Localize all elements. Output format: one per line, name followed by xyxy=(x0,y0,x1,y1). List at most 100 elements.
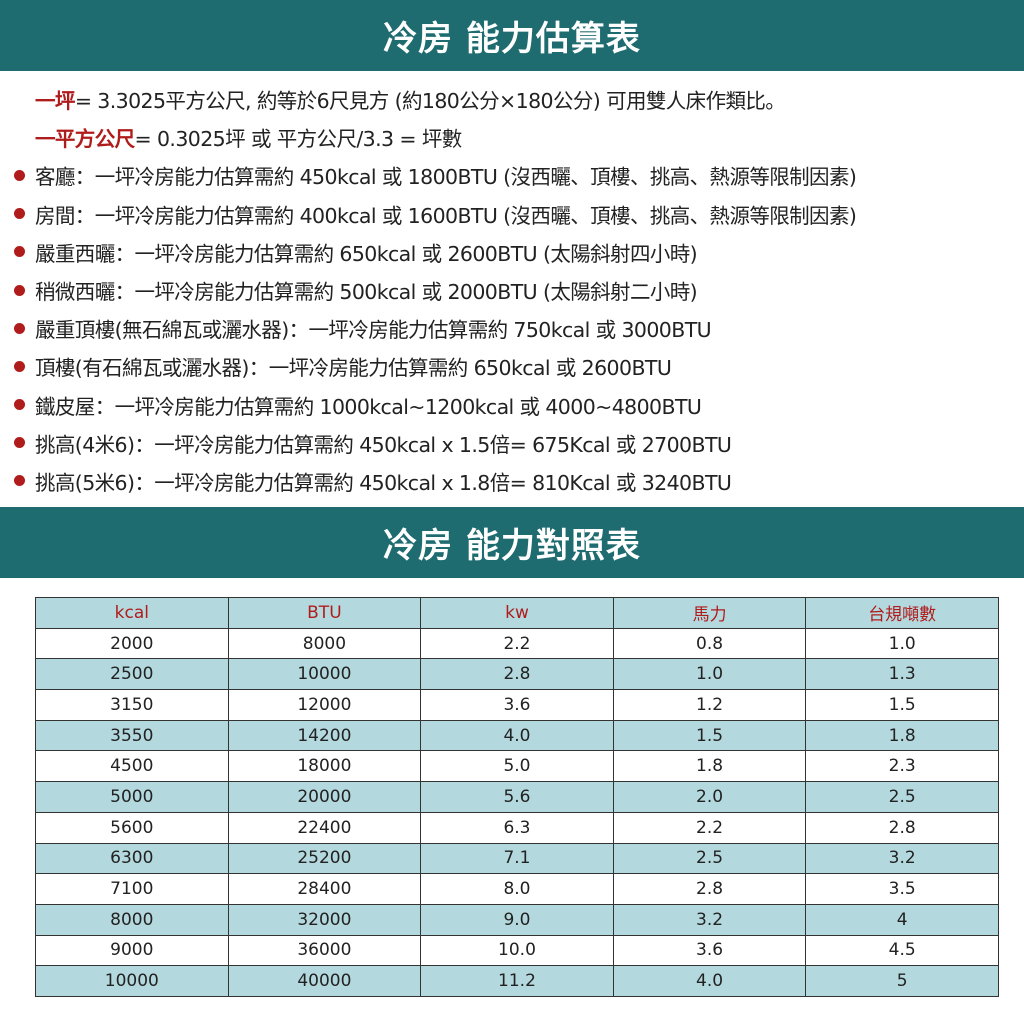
table-cell: 2500 xyxy=(35,658,229,691)
bullet-dot-icon xyxy=(14,284,25,296)
table-row: 4500 18000 5.0 1.8 2.3 xyxy=(35,750,999,783)
table-cell: 2.2 xyxy=(612,811,807,844)
table-cell: 2.3 xyxy=(805,750,999,783)
table-cell: 25200 xyxy=(227,842,422,875)
table-cell: 8000 xyxy=(35,903,229,936)
table-cell: 9000 xyxy=(35,934,229,967)
bullet-dot-icon xyxy=(14,208,25,220)
table-cell: 2.5 xyxy=(805,781,999,813)
def-term: 一坪 xyxy=(35,89,75,114)
table-cell: 3.2 xyxy=(805,842,999,875)
table-cell: 11.2 xyxy=(420,965,614,997)
column-header: 台規噸數 xyxy=(805,597,999,629)
table-cell: 7100 xyxy=(35,873,229,905)
table-row: 5600 22400 6.3 2.2 2.8 xyxy=(35,811,999,844)
table-cell: 1.5 xyxy=(612,719,807,752)
table-cell: 10000 xyxy=(35,965,229,997)
table-cell: 2.2 xyxy=(420,627,614,660)
column-header: kw xyxy=(420,597,614,629)
comparison-title: 冷房 能力對照表 xyxy=(383,526,641,566)
table-header-row: kcal BTU kw 馬力 台規噸數 xyxy=(35,597,999,629)
table-row: 3550 14200 4.0 1.5 1.8 xyxy=(35,719,999,752)
column-header: 馬力 xyxy=(612,597,807,629)
table-cell: 40000 xyxy=(227,965,422,997)
table-cell: 2.5 xyxy=(612,842,807,875)
bullet-dot-icon xyxy=(14,360,25,372)
estimate-title: 冷房 能力估算表 xyxy=(383,19,641,59)
table-row: 5000 20000 5.6 2.0 2.5 xyxy=(35,781,999,813)
table-cell: 14200 xyxy=(227,719,422,752)
table-cell: 1.0 xyxy=(805,627,999,660)
table-row: 10000 40000 11.2 4.0 5 xyxy=(35,965,999,997)
column-header: BTU xyxy=(227,597,422,629)
comparison-title-banner: 冷房 能力對照表 xyxy=(0,507,1024,578)
bullet-dot-icon xyxy=(14,475,25,487)
table-cell: 1.2 xyxy=(612,689,807,721)
bullet-item: 房間：一坪冷房能力估算需約 400kcal 或 1600BTU (沒西曬、頂樓、… xyxy=(0,195,1024,233)
table-cell: 4500 xyxy=(35,750,229,783)
table-cell: 3.2 xyxy=(612,903,807,936)
table-cell: 4 xyxy=(805,903,999,936)
table-cell: 28400 xyxy=(227,873,422,905)
bullet-item: 稍微西曬：一坪冷房能力估算需約 500kcal 或 2000BTU (太陽斜射二… xyxy=(0,271,1024,309)
table-cell: 2.0 xyxy=(612,781,807,813)
table-cell: 2.8 xyxy=(805,811,999,844)
table-cell: 1.0 xyxy=(612,658,807,691)
table-cell: 3.6 xyxy=(612,934,807,967)
bullet-text: 客廳：一坪冷房能力估算需約 450kcal 或 1800BTU (沒西曬、頂樓、… xyxy=(35,165,857,190)
bullet-text: 嚴重頂樓(無石綿瓦或灑水器)：一坪冷房能力估算需約 750kcal 或 3000… xyxy=(35,318,712,343)
table-cell: 4.0 xyxy=(612,965,807,997)
def-text: = 0.3025坪 或 平方公尺/3.3 = 坪數 xyxy=(134,127,463,152)
table-cell: 6300 xyxy=(35,842,229,875)
table-cell: 7.1 xyxy=(420,842,614,875)
bullet-item: 挑高(5米6)：一坪冷房能力估算需約 450kcal x 1.8倍= 810Kc… xyxy=(0,462,1024,500)
estimate-list: 一坪 = 3.3025平方公尺, 約等於6尺見方 (約180公分×180公分) 可… xyxy=(0,80,1024,500)
table-cell: 20000 xyxy=(227,781,422,813)
table-cell: 2.8 xyxy=(612,873,807,905)
table-cell: 10.0 xyxy=(420,934,614,967)
table-cell: 32000 xyxy=(227,903,422,936)
bullet-item: 嚴重頂樓(無石綿瓦或灑水器)：一坪冷房能力估算需約 750kcal 或 3000… xyxy=(0,309,1024,347)
table-cell: 22400 xyxy=(227,811,422,844)
table-cell: 36000 xyxy=(227,934,422,967)
table-row: 7100 28400 8.0 2.8 3.5 xyxy=(35,873,999,905)
column-header: kcal xyxy=(35,597,229,629)
table-row: 3150 12000 3.6 1.2 1.5 xyxy=(35,689,999,721)
table-cell: 3.6 xyxy=(420,689,614,721)
table-cell: 10000 xyxy=(227,658,422,691)
table-cell: 3550 xyxy=(35,719,229,752)
bullet-text: 稍微西曬：一坪冷房能力估算需約 500kcal 或 2000BTU (太陽斜射二… xyxy=(35,280,698,305)
table-cell: 8000 xyxy=(227,627,422,660)
table-cell: 2000 xyxy=(35,627,229,660)
table-cell: 5 xyxy=(805,965,999,997)
table-cell: 5000 xyxy=(35,781,229,813)
table-row: 2000 8000 2.2 0.8 1.0 xyxy=(35,627,999,660)
def-term: 一平方公尺 xyxy=(35,127,135,152)
def-ping: 一坪 = 3.3025平方公尺, 約等於6尺見方 (約180公分×180公分) 可… xyxy=(0,80,1024,118)
table-cell: 2.8 xyxy=(420,658,614,691)
table-cell: 1.5 xyxy=(805,689,999,721)
bullet-item: 嚴重西曬：一坪冷房能力估算需約 650kcal 或 2600BTU (太陽斜射四… xyxy=(0,233,1024,271)
bullet-dot-icon xyxy=(14,437,25,449)
bullet-item: 挑高(4米6)：一坪冷房能力估算需約 450kcal x 1.5倍= 675Kc… xyxy=(0,424,1024,462)
estimate-title-banner: 冷房 能力估算表 xyxy=(0,0,1024,71)
bullet-text: 房間：一坪冷房能力估算需約 400kcal 或 1600BTU (沒西曬、頂樓、… xyxy=(35,203,857,228)
def-text: = 3.3025平方公尺, 約等於6尺見方 (約180公分×180公分) 可用雙… xyxy=(74,89,786,114)
table-cell: 1.3 xyxy=(805,658,999,691)
bullet-item: 鐵皮屋：一坪冷房能力估算需約 1000kcal~1200kcal 或 4000~… xyxy=(0,386,1024,424)
table-row: 2500 10000 2.8 1.0 1.3 xyxy=(35,658,999,691)
table-cell: 5.0 xyxy=(420,750,614,783)
bullet-dot-icon xyxy=(14,322,25,334)
table-cell: 1.8 xyxy=(612,750,807,783)
table-cell: 6.3 xyxy=(420,811,614,844)
table-cell: 5.6 xyxy=(420,781,614,813)
table-cell: 8.0 xyxy=(420,873,614,905)
bullet-item: 頂樓(有石綿瓦或灑水器)：一坪冷房能力估算需約 650kcal 或 2600BT… xyxy=(0,347,1024,385)
table-cell: 0.8 xyxy=(612,627,807,660)
bullet-text: 鐵皮屋：一坪冷房能力估算需約 1000kcal~1200kcal 或 4000~… xyxy=(35,394,702,419)
table-cell: 4.0 xyxy=(420,719,614,752)
bullet-dot-icon xyxy=(14,169,25,181)
table-cell: 12000 xyxy=(227,689,422,721)
bullet-item: 客廳：一坪冷房能力估算需約 450kcal 或 1800BTU (沒西曬、頂樓、… xyxy=(0,156,1024,194)
table-cell: 3.5 xyxy=(805,873,999,905)
